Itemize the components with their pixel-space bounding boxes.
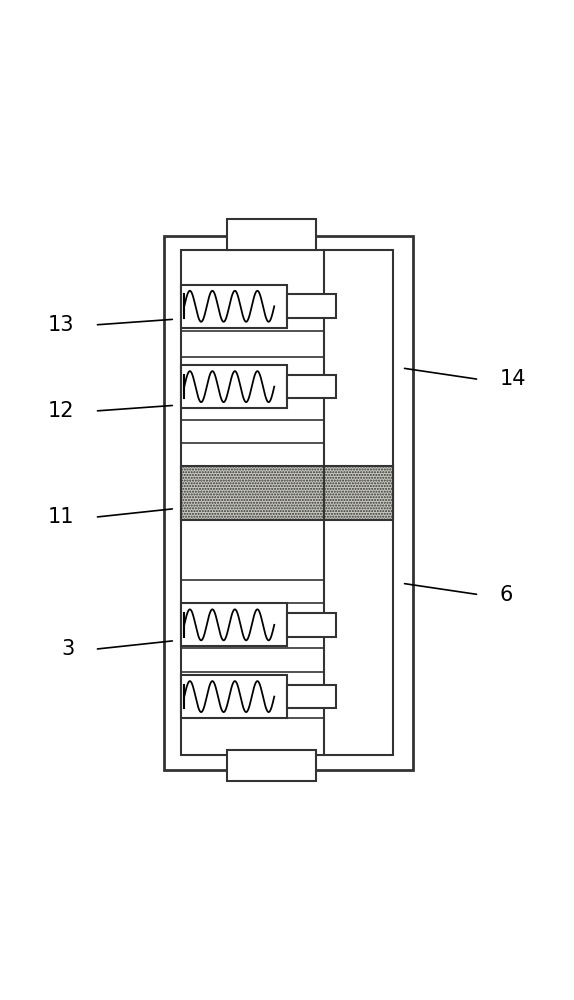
Text: 6: 6 — [499, 585, 513, 605]
Bar — [287, 613, 336, 637]
Text: 14: 14 — [499, 369, 526, 389]
Text: 3: 3 — [61, 639, 75, 659]
Bar — [287, 375, 336, 398]
Bar — [227, 219, 316, 250]
Text: 11: 11 — [48, 507, 75, 527]
Bar — [164, 236, 413, 770]
Bar — [181, 466, 324, 520]
Bar — [181, 675, 287, 718]
Bar — [227, 750, 316, 781]
Bar — [181, 603, 287, 646]
Bar — [287, 685, 336, 708]
Bar — [324, 466, 393, 520]
Bar — [181, 365, 287, 408]
Bar — [287, 294, 336, 318]
Text: 12: 12 — [48, 401, 75, 421]
Bar — [181, 285, 287, 328]
Bar — [181, 250, 393, 755]
Text: 13: 13 — [48, 315, 75, 335]
